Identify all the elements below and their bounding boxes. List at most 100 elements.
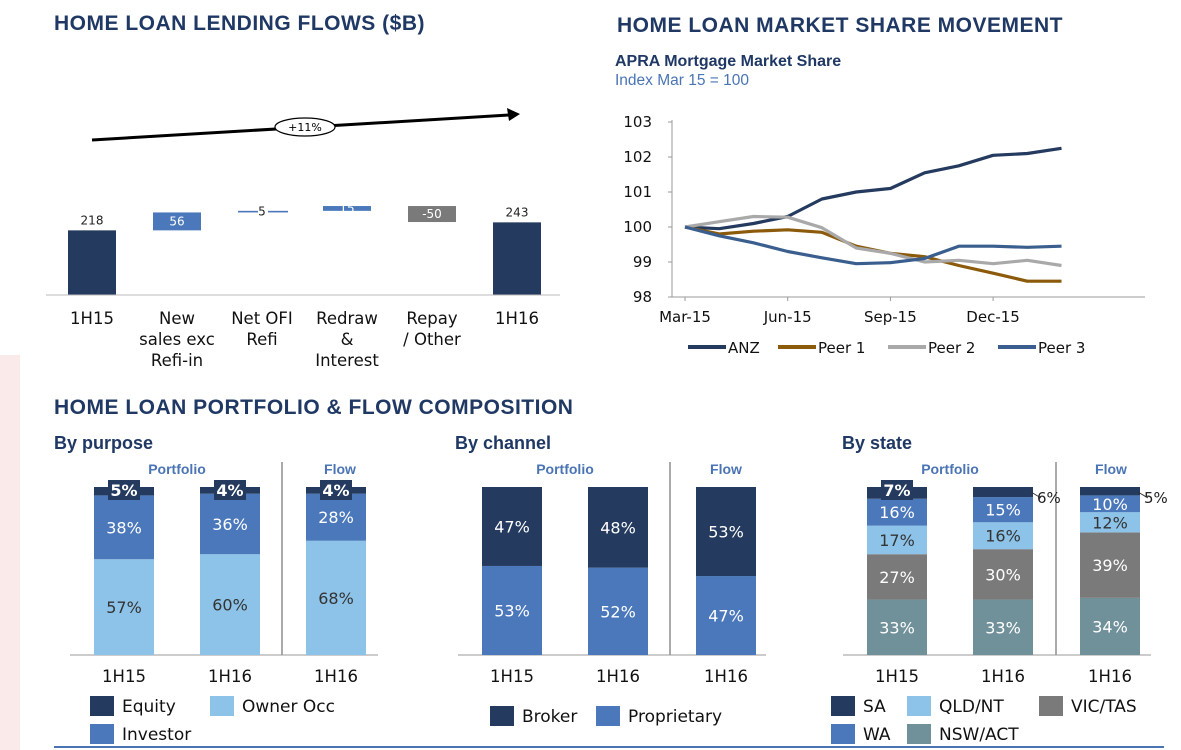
state-subtitle: By state [842, 433, 913, 453]
category-label: 1H16 [704, 667, 748, 686]
segment-label: 39% [1092, 556, 1128, 575]
stacked-chart: Portfolio Flow 57% 38% 5% 1H15 60% 36% 4% 1H16 68%… [70, 461, 378, 745]
market-share-title: HOME LOAN MARKET SHARE MOVEMENT [617, 14, 1063, 37]
segment-label: 6% [1037, 489, 1061, 507]
legend-label: Proprietary [628, 707, 722, 727]
top-label-box [108, 480, 140, 500]
market-share-index-note: Index Mar 15 = 100 [615, 72, 749, 89]
lending-flows-categories: 1H15 New sales exc Refi-in Net OFI Refi Red… [40, 308, 560, 378]
segment-label: 17% [879, 531, 915, 550]
legend-swatch [831, 724, 855, 744]
y-tick-label: 98 [633, 288, 652, 306]
flow-group-label: Flow [324, 461, 356, 477]
stacked-segment [973, 497, 1033, 523]
segment-label: 33% [985, 618, 1021, 637]
stacked-segment [973, 487, 1033, 498]
segment-label: 28% [318, 508, 354, 527]
legend-swatch [210, 696, 234, 716]
flow-group-label: Flow [710, 461, 742, 477]
stacked-segment [482, 487, 542, 566]
portfolio-group-label: Portfolio [921, 461, 979, 477]
category-label: 1H15 [102, 667, 146, 686]
flow-group-label: Flow [1095, 461, 1127, 477]
category-label: 1H16 [208, 667, 252, 686]
stacked-segment [696, 487, 756, 577]
category-label: 1H16 [314, 667, 358, 686]
legend-label: Peer 2 [928, 339, 975, 357]
waterfall-value-label: 56 [169, 214, 184, 228]
series-line-peer-1 [684, 225, 1062, 283]
segment-label: 60% [212, 596, 248, 615]
segment-label: 10% [1092, 495, 1128, 514]
segment-label: 53% [494, 601, 530, 620]
legend-label: VIC/TAS [1071, 697, 1137, 717]
top-label-box [214, 480, 246, 500]
y-tick-label: 99 [633, 253, 652, 271]
stacked-segment [306, 540, 366, 655]
legend-label: Equity [122, 697, 176, 717]
market-share-subtitle: APRA Mortgage Market Share [615, 53, 842, 70]
category-label: 1H16 [596, 667, 640, 686]
legend-label: QLD/NT [939, 697, 1004, 717]
stacked-segment [867, 498, 927, 526]
stacked-segment [588, 487, 648, 568]
legend-label: Owner Occ [242, 697, 335, 717]
legend-label: Broker [522, 707, 577, 727]
stacked-segment [200, 554, 260, 655]
waterfall-bar [323, 206, 371, 211]
stacked-segment [696, 576, 756, 655]
purpose-panel: Portfolio Flow 57% 38% 5% 1H15 60% 36% 4% 1H16 68%… [70, 458, 400, 750]
left-edge-accent [0, 355, 20, 750]
waterfall-value-label: 15 [339, 201, 354, 215]
growth-label: +11% [288, 121, 322, 134]
legend-swatch [90, 696, 114, 716]
waterfall-category-label: 1H15 [70, 309, 114, 328]
stacked-chart: Portfolio Flow 53% 47% 1H15 52% 48% 1H16 47% 53% 1… [458, 461, 766, 727]
waterfall-value-label: 5 [258, 205, 266, 219]
state-panel: Portfolio Flow 33% 27% 17% 16% 7% 1H15 33% 30% 16%… [831, 458, 1181, 750]
stacked-segment [973, 549, 1033, 600]
segment-label: 38% [106, 518, 142, 537]
waterfall-bar [268, 210, 288, 213]
segment-label: 4% [322, 481, 349, 500]
waterfall-bar [153, 212, 201, 231]
segment-label: 16% [879, 503, 915, 522]
bottom-rule [54, 746, 1164, 748]
legend-label: NSW/ACT [939, 725, 1019, 745]
segment-label: 34% [1092, 617, 1128, 636]
category-label: 1H16 [1088, 667, 1132, 686]
callout-line [1030, 491, 1042, 499]
segment-label: 4% [216, 481, 243, 500]
stacked-segment [867, 525, 927, 555]
stacked-segment [1080, 487, 1140, 496]
lending-flows-chart: 218 56 5 15 -50 243 +11% [46, 108, 560, 296]
stacked-segment [1080, 597, 1140, 655]
x-tick-label: Sep-15 [864, 308, 917, 326]
waterfall-value-label: 243 [506, 205, 529, 219]
stacked-segment [306, 493, 366, 541]
waterfall-bar [408, 206, 456, 223]
segment-label: 5% [110, 481, 137, 500]
top-label-box [320, 480, 352, 500]
stacked-segment [94, 495, 154, 560]
callout-line [1137, 491, 1149, 499]
stacked-segment [94, 559, 154, 655]
waterfall-bar [238, 210, 258, 213]
y-tick-label: 101 [623, 183, 652, 201]
segment-label: 33% [879, 618, 915, 637]
legend-label: Peer 1 [818, 339, 865, 357]
segment-label: 7% [883, 481, 910, 500]
legend-label: SA [863, 697, 886, 717]
y-tick-label: 102 [623, 148, 652, 166]
legend-label: Peer 3 [1038, 339, 1085, 357]
category-label: 1H15 [490, 667, 534, 686]
x-tick-label: Mar-15 [659, 308, 711, 326]
segment-label: 36% [212, 515, 248, 534]
series-line-peer-2 [684, 214, 1062, 268]
stacked-segment [588, 567, 648, 655]
stacked-segment [973, 522, 1033, 550]
segment-label: 16% [985, 527, 1021, 546]
category-label: 1H16 [981, 667, 1025, 686]
segment-label: 15% [985, 501, 1021, 520]
segment-label: 30% [985, 565, 1021, 584]
